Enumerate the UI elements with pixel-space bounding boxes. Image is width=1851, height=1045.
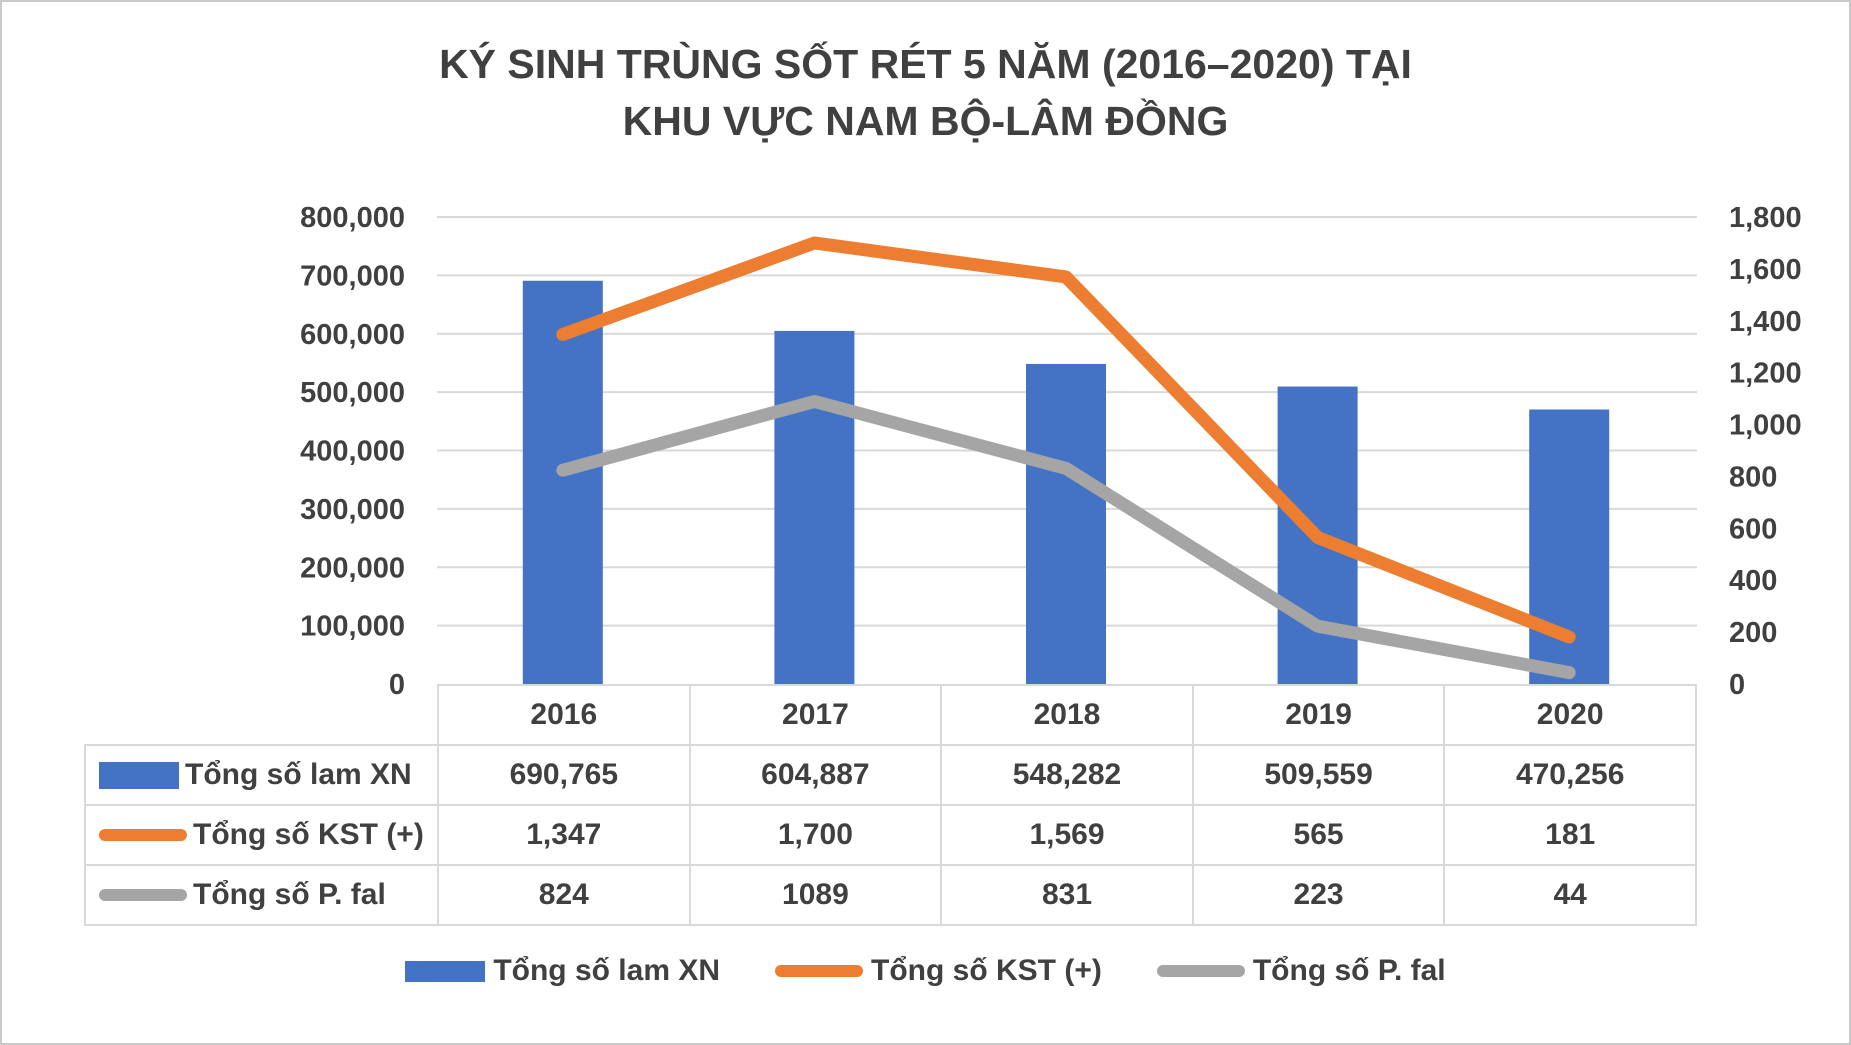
- y-axis-left-tick-label: 0: [389, 669, 405, 701]
- table-value-tong-so-p-fal-2020: 44: [1443, 864, 1697, 926]
- line-series-key-icon: [99, 889, 187, 901]
- table-row-tong-so-lam-xn: Tổng số lam XN 690,765 604,887 548,282 509,5…: [84, 744, 1697, 806]
- table-value-tong-so-p-fal-2018: 831: [940, 864, 1194, 926]
- y-axis-right-tick-label: 200: [1729, 617, 1777, 649]
- bar-tong-so-lam-xn-2016: [522, 280, 603, 684]
- table-year-label-2016: 2016: [437, 684, 691, 746]
- legend-label: Tổng số lam XN: [493, 954, 721, 987]
- y-axis-right-tick-label: 400: [1729, 565, 1777, 597]
- table-row-label-tong-so-lam-xn: Tổng số lam XN: [84, 744, 439, 806]
- table-row-tong-so-p-fal: Tổng số P. fal 824 1089 831 223 44: [84, 864, 1697, 926]
- table-year-label-2019: 2019: [1191, 684, 1446, 746]
- y-axis-right-tick-label: 600: [1729, 513, 1777, 545]
- y-axis-left-tick-label: 200,000: [300, 552, 405, 584]
- table-row-tong-so-kst: Tổng số KST (+) 1,347 1,700 1,569 565 181: [84, 804, 1697, 866]
- chart-title-line2: KHU VỰC NAM BỘ-LÂM ĐỒNG: [622, 98, 1229, 144]
- table-value-tong-so-lam-xn-2019: 509,559: [1191, 744, 1446, 806]
- table-value-tong-so-kst-2018: 1,569: [940, 804, 1194, 866]
- bar-tong-so-lam-xn-2018: [1026, 363, 1106, 684]
- table-row-label-tong-so-p-fal: Tổng số P. fal: [84, 864, 439, 926]
- table-value-tong-so-lam-xn-2020: 470,256: [1443, 744, 1697, 806]
- y-axis-left-tick-label: 700,000: [300, 260, 405, 292]
- legend-item-tong-so-lam-xn: Tổng số lam XN: [405, 954, 720, 988]
- bar-series-key-icon: [99, 761, 179, 789]
- table-value-tong-so-p-fal-2017: 1089: [688, 864, 943, 926]
- y-axis-right-tick-label: 1,000: [1729, 410, 1802, 442]
- table-value-tong-so-kst-2017: 1,700: [688, 804, 943, 866]
- table-value-tong-so-lam-xn-2018: 548,282: [940, 744, 1194, 806]
- y-axis-right-tick-label: 0: [1729, 669, 1745, 701]
- line-legend-key-icon: [1156, 965, 1245, 977]
- table-value-tong-so-p-fal-2016: 824: [437, 864, 691, 926]
- y-axis-left-tick-label: 500,000: [300, 377, 405, 409]
- table-value-tong-so-kst-2019: 565: [1191, 804, 1446, 866]
- legend-label: Tổng số P. fal: [1252, 954, 1446, 987]
- series-name-label: Tổng số lam XN: [185, 758, 412, 791]
- table-value-tong-so-lam-xn-2016: 690,765: [437, 744, 691, 806]
- chart-data-table: 2016 2017 2018 2019 2020 Tổng số lam XN 690,76…: [84, 684, 1697, 926]
- table-header-row: 2016 2017 2018 2019 2020: [85, 684, 1697, 746]
- table-year-label-2018: 2018: [940, 684, 1194, 746]
- y-axis-left-tick-label: 300,000: [300, 494, 405, 526]
- y-axis-right-tick-label: 1,400: [1729, 306, 1802, 338]
- y-axis-left-tick-label: 600,000: [300, 319, 405, 351]
- table-value-tong-so-kst-2020: 181: [1443, 804, 1697, 866]
- table-value-tong-so-lam-xn-2017: 604,887: [688, 744, 943, 806]
- legend-label: Tổng số KST (+): [871, 954, 1102, 987]
- line-tong-so-p-fal: [556, 394, 1576, 680]
- table-value-tong-so-kst-2016: 1,347: [437, 804, 691, 866]
- y-axis-left-tick-label: 400,000: [300, 436, 405, 468]
- y-axis-left-tick-label: 800,000: [300, 202, 405, 234]
- legend-item-tong-so-p-fal: Tổng số P. fal: [1156, 954, 1446, 988]
- chart-title-line1: KÝ SINH TRÙNG SỐT RÉT 5 NĂM (2016–2020) …: [439, 41, 1412, 87]
- legend-item-tong-so-kst: Tổng số KST (+): [775, 954, 1102, 988]
- line-tong-so-kst: [556, 236, 1576, 644]
- y-axis-right-tick-label: 1,600: [1729, 254, 1802, 286]
- series-name-label: Tổng số KST (+): [193, 818, 424, 851]
- table-year-label-2020: 2020: [1443, 684, 1697, 746]
- bar-tong-so-lam-xn-2017: [774, 330, 855, 684]
- table-year-label-2017: 2017: [688, 684, 943, 746]
- series-name-label: Tổng số P. fal: [193, 878, 386, 911]
- chart-legend: Tổng số lam XN Tổng số KST (+) Tổng số P. …: [2, 954, 1849, 988]
- y-axis-right-tick-label: 1,200: [1729, 358, 1802, 390]
- table-corner-cell: [85, 685, 438, 745]
- line-legend-key-icon: [775, 965, 864, 977]
- y-axis-right-tick-label: 800: [1729, 461, 1777, 493]
- chart-title: KÝ SINH TRÙNG SỐT RÉT 5 NĂM (2016–2020) …: [2, 36, 1849, 150]
- y-axis-right-tick-label: 1,800: [1729, 202, 1802, 234]
- bar-legend-key-icon: [405, 960, 486, 982]
- y-axis-left-tick-label: 100,000: [300, 611, 405, 643]
- table-value-tong-so-p-fal-2019: 223: [1191, 864, 1446, 926]
- table-row-label-tong-so-kst: Tổng số KST (+): [84, 804, 439, 866]
- line-series-key-icon: [99, 829, 187, 841]
